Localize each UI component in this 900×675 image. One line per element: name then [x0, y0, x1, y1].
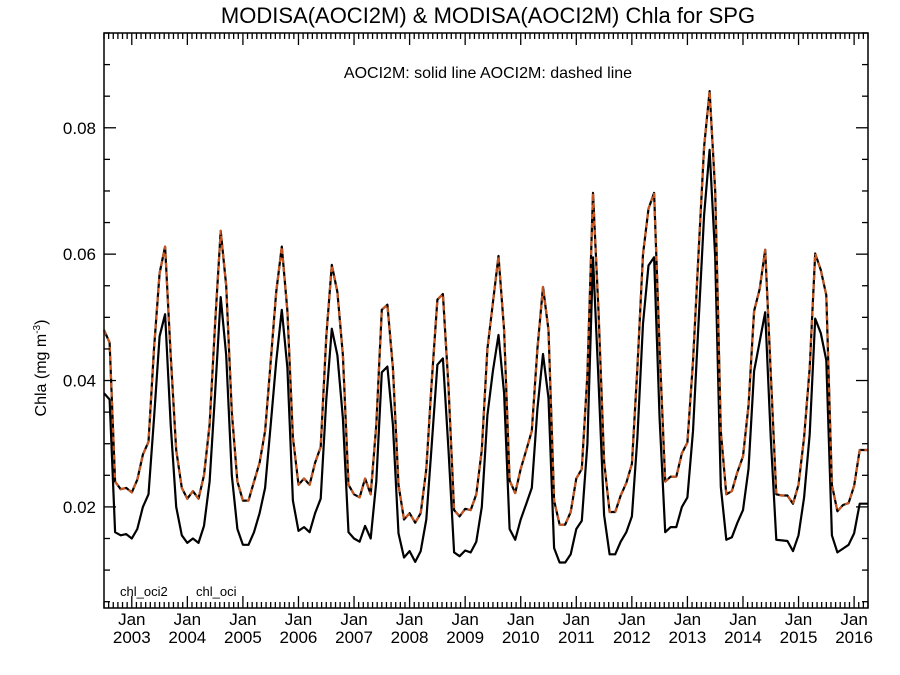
x-tick-label-year: 2006 — [280, 628, 318, 647]
y-tick-label: 0.04 — [63, 372, 96, 391]
y-axis-label: Chla (mg m-3) — [32, 320, 50, 417]
series-line-chl-oci — [103, 148, 868, 564]
x-tick-label-year: 2011 — [558, 628, 595, 647]
x-tick-label-year: 2012 — [613, 628, 651, 647]
x-tick-label-month: Jan — [618, 610, 645, 629]
x-tick-label-month: Jan — [174, 610, 201, 629]
x-tick-label-year: 2009 — [446, 628, 484, 647]
x-tick-label-month: Jan — [840, 610, 867, 629]
x-tick-label-month: Jan — [285, 610, 312, 629]
x-tick-label-year: 2008 — [391, 628, 429, 647]
axis-layer: 0.020.040.060.08Jan2003Jan2004Jan2005Jan… — [63, 32, 873, 647]
legend-label-chl-oci2: chl_oci2 — [120, 584, 168, 599]
x-tick-label-year: 2010 — [502, 628, 540, 647]
plot-layer — [102, 90, 868, 564]
y-axis-label-superscript: -3 — [32, 324, 43, 333]
x-tick-label-year: 2014 — [724, 628, 762, 647]
chart-subtitle: AOCI2M: solid line AOCI2M: dashed line — [344, 65, 632, 82]
y-tick-label: 0.06 — [63, 245, 96, 264]
x-tick-label-month: Jan — [729, 610, 756, 629]
y-tick-label: 0.08 — [63, 119, 96, 138]
x-tick-label-month: Jan — [785, 610, 812, 629]
series-line-chl-oci2 — [102, 90, 868, 526]
y-axis-label-close: ) — [33, 320, 50, 325]
x-tick-label-month: Jan — [229, 610, 256, 629]
x-tick-label-year: 2005 — [224, 628, 262, 647]
x-tick-label-month: Jan — [563, 610, 590, 629]
x-tick-label-month: Jan — [674, 610, 701, 629]
chart-title: MODISA(AOCI2M) & MODISA(AOCI2M) Chla for… — [221, 3, 755, 28]
legend-label-chl-oci: chl_oci — [196, 584, 237, 599]
x-tick-label-month: Jan — [451, 610, 478, 629]
x-tick-label-month: Jan — [340, 610, 367, 629]
x-tick-label-year: 2015 — [780, 628, 818, 647]
plot-frame — [103, 32, 869, 609]
x-tick-label-month: Jan — [118, 610, 145, 629]
x-tick-label-month: Jan — [396, 610, 423, 629]
x-tick-label-month: Jan — [507, 610, 534, 629]
x-tick-label-year: 2007 — [335, 628, 373, 647]
x-tick-label-year: 2013 — [669, 628, 707, 647]
legend: chl_oci2 chl_oci — [120, 584, 237, 599]
x-tick-label-year: 2003 — [113, 628, 151, 647]
y-tick-label: 0.02 — [63, 498, 96, 517]
x-tick-label-year: 2004 — [168, 628, 206, 647]
y-axis-label-main: Chla (mg m — [33, 334, 50, 417]
x-tick-label-year: 2016 — [835, 628, 873, 647]
